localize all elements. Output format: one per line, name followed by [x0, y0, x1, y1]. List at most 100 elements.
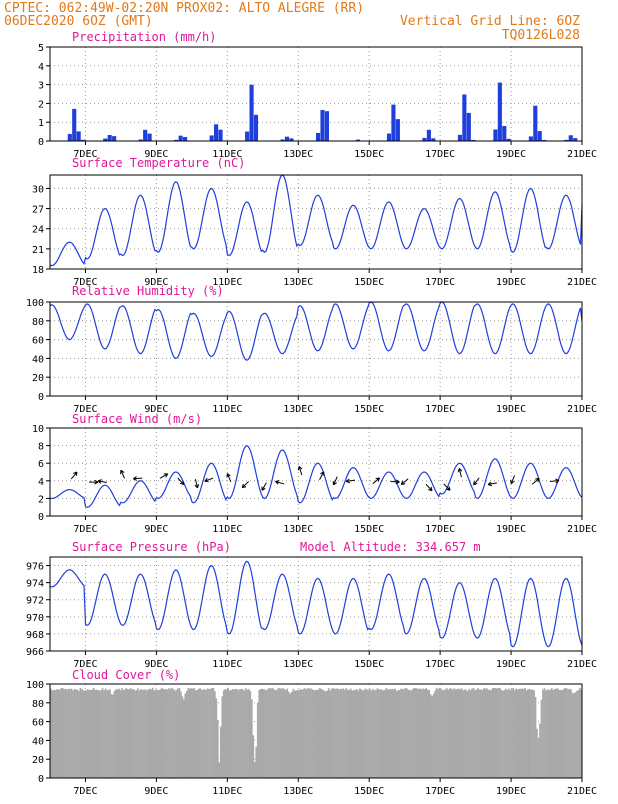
series-line	[49, 444, 583, 508]
panel-plot-0: 0 1 2 3 4 5 7DEC 9DEC 11DEC 13DEC 15DEC 17DEC 19DEC 2…	[38, 43, 597, 160]
cloud-cover-bar	[66, 689, 68, 778]
cloud-cover-bar	[391, 688, 394, 778]
panel-frame	[49, 556, 583, 652]
cloud-cover-bar	[332, 688, 334, 778]
x-tick-label: 13DEC	[283, 524, 313, 535]
cloud-cover-bar	[299, 689, 302, 778]
cloud-cover-bar	[419, 688, 422, 778]
cloud-cover-bar	[230, 690, 232, 778]
cloud-cover-bar	[122, 689, 125, 778]
cloud-cover-bar	[435, 687, 438, 778]
x-tick-label: 11DEC	[212, 404, 242, 415]
y-tick-label: 974	[26, 579, 44, 590]
cloud-cover-bar	[242, 689, 244, 778]
cloud-cover-bar	[494, 688, 497, 778]
y-tick-label: 4	[38, 62, 44, 73]
cloud-cover-bar	[401, 688, 404, 778]
cloud-cover-bar	[577, 690, 580, 778]
cloud-cover-bar	[159, 689, 162, 778]
cloud-cover-bar	[194, 690, 197, 778]
panel-plot-1: 18 21 24 27 30 7DEC 9DEC 11DEC 13DEC 15DEC 17DEC 19…	[32, 174, 597, 288]
cloud-cover-bar	[425, 687, 428, 778]
cloud-cover-bar	[259, 689, 262, 778]
cloud-cover-bar	[519, 688, 522, 778]
cloud-cover-bar	[129, 688, 132, 778]
cloud-cover-bar	[135, 690, 138, 778]
y-tick-label: 27	[32, 205, 44, 216]
wind-arrow	[97, 479, 107, 484]
cloud-cover-bar	[126, 688, 129, 778]
panel-plot-2: 0 20 40 60 80 100 7DEC 9DEC 11DEC 13DEC 15DEC 17DEC…	[26, 298, 597, 415]
cloud-cover-bar	[446, 688, 448, 778]
x-tick-label: 11DEC	[212, 524, 242, 535]
cloud-cover-bar	[354, 689, 357, 778]
cloud-cover-bar	[397, 690, 399, 778]
panel-plot-5: 0 20 40 60 80 100 7DEC 9DEC 11DEC 13DEC 15DEC 17DEC…	[26, 680, 597, 797]
cloud-cover-bar	[246, 689, 249, 778]
cloud-cover-bar	[134, 690, 136, 778]
cloud-cover-bar	[287, 691, 290, 778]
x-tick-label: 9DEC	[144, 277, 168, 288]
precipitation-bar	[466, 112, 471, 141]
header-station: CPTEC: 062:49W-02:20N PROX02: ALTO ALEGR…	[4, 1, 364, 16]
cloud-cover-bar	[392, 689, 395, 778]
cloud-cover-bar	[527, 689, 529, 778]
cloud-cover-bar	[218, 762, 221, 778]
cloud-cover-bar	[227, 687, 230, 778]
wind-arrow	[550, 478, 560, 484]
cloud-cover-bar	[373, 690, 376, 778]
cloud-cover-bar	[460, 688, 463, 778]
cloud-cover-bar	[573, 692, 575, 778]
x-tick-label: 19DEC	[496, 277, 526, 288]
cloud-cover-bar	[88, 690, 91, 778]
cloud-cover-bar	[171, 687, 173, 778]
precipitation-bar	[497, 82, 502, 141]
x-tick-label: 11DEC	[212, 277, 242, 288]
cloud-cover-bar	[389, 689, 392, 778]
wind-arrow	[177, 477, 185, 486]
cloud-cover-bar	[280, 688, 283, 778]
x-tick-label: 11DEC	[212, 149, 242, 160]
cloud-cover-bar	[106, 690, 108, 778]
x-tick-label: 13DEC	[283, 404, 313, 415]
cloud-cover-bar	[440, 688, 442, 778]
cloud-cover-bar	[222, 690, 225, 778]
cloud-cover-bar	[562, 688, 565, 778]
cloud-cover-bar	[67, 688, 70, 778]
precipitation-bar	[502, 126, 507, 141]
x-tick-label: 9DEC	[144, 659, 168, 670]
cloud-cover-bar	[51, 690, 54, 778]
cloud-cover-bar	[330, 688, 333, 778]
cloud-cover-bar	[50, 688, 52, 778]
cloud-cover-bar	[447, 689, 450, 778]
cloud-cover-bar	[500, 689, 503, 778]
cloud-cover-bar	[336, 688, 339, 778]
x-tick-label: 21DEC	[567, 659, 597, 670]
cloud-cover-bar	[279, 688, 281, 778]
cloud-cover-bar	[522, 688, 525, 778]
cloud-cover-bar	[98, 690, 101, 778]
cloud-cover-bar	[480, 689, 482, 778]
wind-arrow	[159, 473, 169, 479]
x-tick-label: 13DEC	[283, 149, 313, 160]
cloud-cover-bar	[165, 689, 167, 778]
cloud-cover-bar	[524, 687, 527, 778]
cloud-cover-bar	[199, 688, 201, 778]
panel-frame	[49, 301, 583, 397]
cloud-cover-bar	[310, 688, 312, 778]
y-tick-label: 5	[38, 43, 44, 54]
cloud-cover-bar	[255, 746, 258, 778]
y-tick-label: 40	[32, 354, 44, 365]
precipitation-bar	[112, 136, 117, 141]
cloud-cover-bar	[270, 688, 272, 778]
x-tick-label: 21DEC	[567, 277, 597, 288]
cloud-cover-bar	[273, 689, 275, 778]
precipitation-bar	[174, 139, 179, 141]
cloud-cover-bar	[104, 688, 107, 778]
cloud-cover-bar	[568, 688, 571, 778]
cloud-cover-bar	[478, 689, 481, 778]
cloud-cover-bar	[70, 688, 73, 778]
cloud-cover-bar	[221, 696, 224, 778]
cloud-cover-bar	[485, 688, 488, 778]
cloud-cover-bar	[73, 689, 76, 778]
